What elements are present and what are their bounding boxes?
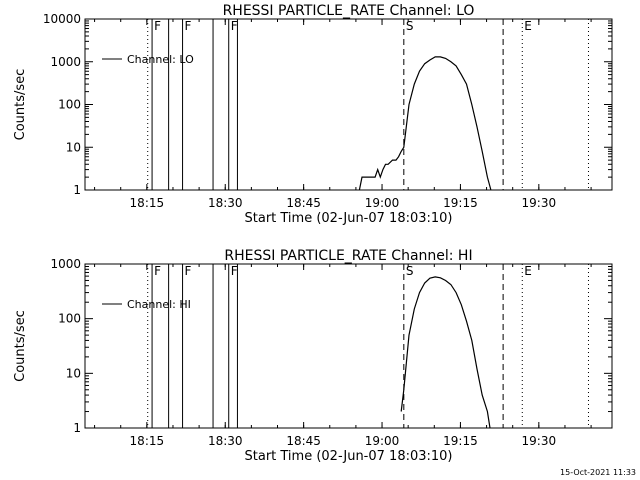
- panel-1-x-tick-label: 18:45: [286, 196, 321, 210]
- panel-2-x-tick-label: 19:30: [522, 434, 557, 448]
- panel-2-event-marker-label: F: [154, 264, 161, 278]
- panel-1-y-tick-label: 100: [58, 98, 81, 112]
- panel-1-legend-label: Channel: LO: [127, 53, 194, 66]
- panel-1-event-marker-label: S: [406, 19, 414, 33]
- panel-2-x-tick-label: 18:45: [286, 434, 321, 448]
- panel-1-event-marker-label: F: [231, 19, 238, 33]
- panel-2-series-line: [400, 276, 491, 429]
- panel-2-event-marker-label: S: [406, 264, 414, 278]
- panel-2-y-tick-label: 10: [66, 366, 81, 380]
- panel-1-y-axis-label: Counts/sec: [13, 69, 28, 141]
- panel-1-series-line: [358, 56, 492, 191]
- panel-1-x-tick-label: 18:30: [208, 196, 243, 210]
- panel-1-plot-frame: [84, 18, 613, 191]
- panel-2-x-axis-label: Start Time (02-Jun-07 18:03:10): [245, 449, 453, 464]
- panel-1-y-tick-label: 10: [66, 140, 81, 154]
- panel-1-event-marker-label: F: [154, 19, 161, 33]
- panel-1-x-tick-label: 19:30: [522, 196, 557, 210]
- panel-2-y-tick-label: 100: [58, 312, 81, 326]
- panel-2-legend-label: Channel: HI: [127, 298, 191, 311]
- panel-2-y-axis-label: Counts/sec: [13, 310, 28, 382]
- panel-2-event-marker-label: F: [231, 264, 238, 278]
- panel-1-y-tick-label: 10000: [43, 12, 81, 26]
- panel-1-y-tick-label: 1: [73, 183, 81, 197]
- panel-1-x-axis-label: Start Time (02-Jun-07 18:03:10): [245, 211, 453, 226]
- panel-2-x-tick-label: 18:30: [208, 434, 243, 448]
- panel-2-x-tick-label: 18:15: [130, 434, 165, 448]
- panel-1-event-marker-label: E: [524, 19, 532, 33]
- panel-2-x-tick-label: 19:00: [365, 434, 400, 448]
- footer-timestamp: 15-Oct-2021 11:33: [560, 468, 636, 477]
- panel-2-y-tick-label: 1000: [50, 257, 81, 271]
- panel-2-y-tick-label: 1: [73, 421, 81, 435]
- panel-2-chart-title: RHESSI PARTICLE_RATE Channel: HI: [224, 248, 472, 264]
- panel-1-x-tick-label: 18:15: [130, 196, 165, 210]
- panel-1-x-tick-label: 19:00: [365, 196, 400, 210]
- panel-1-event-marker-label: F: [185, 19, 192, 33]
- panel-1-x-tick-label: 19:15: [443, 196, 478, 210]
- panel-2-plot-frame: [84, 263, 613, 429]
- panel-1-y-tick-label: 1000: [50, 55, 81, 69]
- panel-2-x-tick-label: 19:15: [443, 434, 478, 448]
- panel-1-chart-title: RHESSI PARTICLE_RATE Channel: LO: [223, 3, 475, 19]
- panel-2-event-marker-label: F: [185, 264, 192, 278]
- panel-2-event-marker-label: E: [524, 264, 532, 278]
